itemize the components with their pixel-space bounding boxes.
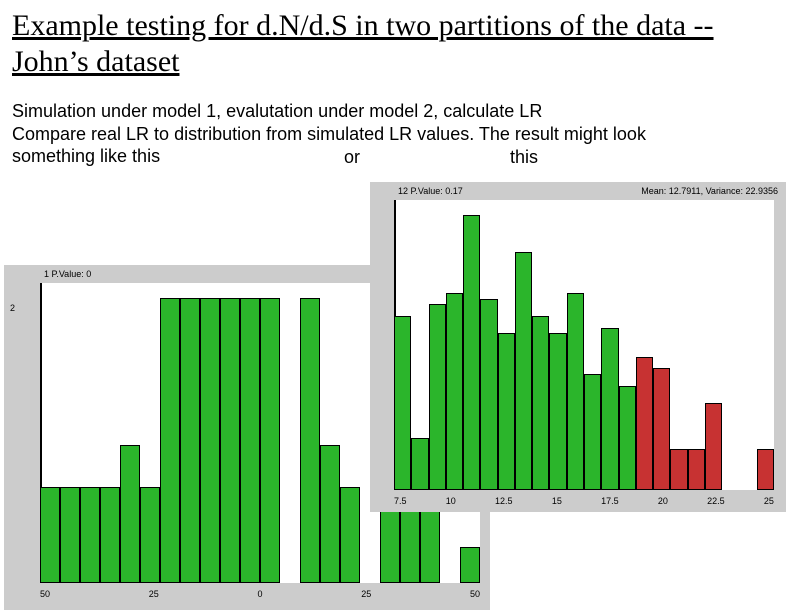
histogram-bar — [532, 316, 549, 490]
title-line1: Example testing for d.N/d.S in two parti… — [12, 9, 714, 42]
x-tick-label: 25 — [764, 496, 774, 506]
histogram-bar — [463, 215, 480, 491]
slide-subtitle: Simulation under model 1, evalutation un… — [12, 100, 772, 168]
histogram-bar — [515, 252, 532, 490]
histogram-bar — [340, 487, 360, 583]
subtitle-line2: Compare real LR to distribution from sim… — [12, 124, 646, 144]
histogram-bar — [100, 487, 120, 583]
right-stat-top-left: 12 P.Value: 0.17 — [398, 186, 463, 196]
subtitle-line3: something like this — [12, 146, 160, 166]
histogram-bar — [757, 449, 774, 490]
right-plot-area — [394, 200, 774, 490]
x-tick-label: 15 — [552, 496, 562, 506]
x-axis-ticks: 7.5 10 12.5 15 17.5 20 22.5 25 — [394, 496, 774, 506]
histogram-bar — [160, 298, 180, 583]
label-this: this — [510, 147, 538, 168]
histogram-bar — [240, 298, 260, 583]
histogram-bar — [480, 299, 497, 490]
x-tick-label: 17.5 — [601, 496, 619, 506]
x-tick-label: 0 — [257, 589, 262, 599]
histogram-bar — [619, 386, 636, 490]
histogram-bar — [140, 487, 160, 583]
histogram-bar — [411, 438, 428, 490]
histogram-bar — [40, 487, 60, 583]
histogram-bar — [705, 403, 722, 490]
histogram-bar — [670, 449, 687, 490]
x-tick-label: 50 — [470, 589, 480, 599]
x-axis-ticks: 50 25 0 25 50 — [40, 589, 480, 599]
title-line2: John’s dataset — [12, 45, 179, 78]
histogram-bar — [120, 445, 140, 583]
x-tick-label: 25 — [149, 589, 159, 599]
x-tick-label: 25 — [361, 589, 371, 599]
histogram-bar — [567, 293, 584, 490]
x-tick-label: 12.5 — [495, 496, 513, 506]
histogram-bar — [688, 449, 705, 490]
histogram-bar — [394, 316, 411, 490]
subtitle-line1: Simulation under model 1, evalutation un… — [12, 101, 542, 121]
histogram-bar — [498, 333, 515, 490]
x-tick-label: 22.5 — [707, 496, 725, 506]
left-stat-top-left: 1 P.Value: 0 — [44, 269, 91, 279]
histogram-right: 12 P.Value: 0.17 Mean: 12.7911, Variance… — [370, 182, 786, 512]
histogram-bar — [200, 298, 220, 583]
histogram-bar — [429, 304, 446, 490]
histogram-bar — [446, 293, 463, 490]
x-tick-label: 20 — [658, 496, 668, 506]
histogram-bar — [636, 357, 653, 490]
x-tick-label: 7.5 — [394, 496, 407, 506]
histogram-bar — [601, 328, 618, 490]
slide-title: Example testing for d.N/d.S in two parti… — [12, 8, 772, 80]
right-stat-top-right: Mean: 12.7911, Variance: 22.9356 — [641, 186, 778, 196]
histogram-bar — [180, 298, 200, 583]
y-axis-tick-label: 2 — [10, 303, 15, 313]
histogram-bar — [60, 487, 80, 583]
histogram-bar — [260, 298, 280, 583]
histogram-bar — [584, 374, 601, 490]
histogram-bar — [320, 445, 340, 583]
label-or: or — [344, 147, 360, 168]
x-tick-label: 10 — [446, 496, 456, 506]
histogram-bar — [220, 298, 240, 583]
x-tick-label: 50 — [40, 589, 50, 599]
histogram-bar — [549, 333, 566, 490]
histogram-bar — [80, 487, 100, 583]
histogram-bar — [460, 547, 480, 583]
histogram-bar — [653, 368, 670, 490]
histogram-bar — [300, 298, 320, 583]
